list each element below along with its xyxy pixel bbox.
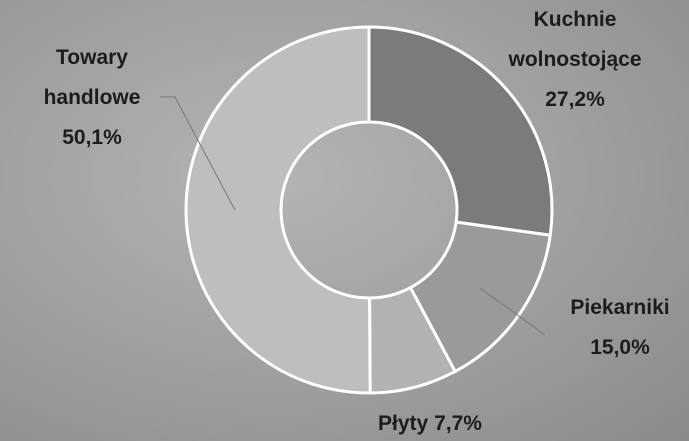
category-label: Piekarniki bbox=[570, 296, 670, 319]
slice bbox=[184, 25, 372, 395]
slice-label: Kuchnie wolnostojące 27,2% bbox=[480, 0, 670, 120]
leader-line bbox=[160, 96, 236, 211]
leader-line bbox=[479, 287, 546, 336]
value-label: 27,2% bbox=[545, 88, 605, 111]
slice-label: Towary handlowe 50,1% bbox=[22, 38, 162, 158]
slice bbox=[367, 25, 554, 237]
category-label: Towary handlowe bbox=[43, 46, 141, 109]
value-label: 50,1% bbox=[62, 126, 122, 149]
slice-label: Piekarniki 15,0% bbox=[555, 288, 685, 368]
category-label: Kuchnie wolnostojące bbox=[508, 8, 642, 71]
slices bbox=[184, 25, 554, 395]
slice-label: Płyty 7,7% bbox=[340, 404, 520, 441]
category-label: Płyty bbox=[378, 412, 429, 435]
value-label: 15,0% bbox=[590, 336, 650, 359]
slice bbox=[408, 220, 552, 374]
value-label: 7,7% bbox=[434, 412, 482, 435]
